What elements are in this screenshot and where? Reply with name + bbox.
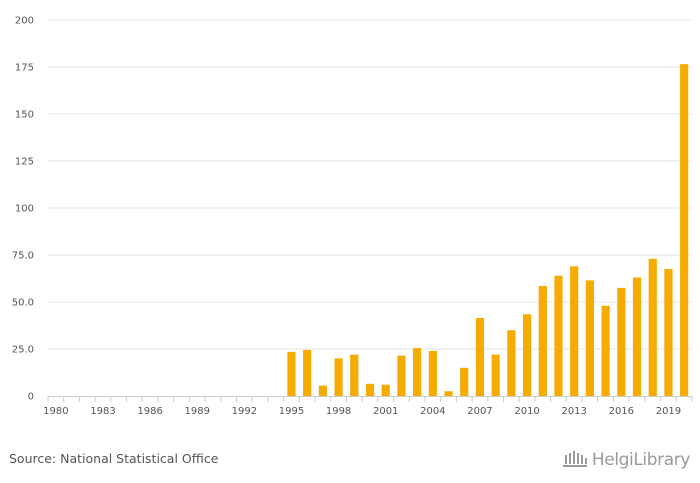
helgilibrary-logo: HelgiLibrary: [562, 448, 690, 472]
bar-2004[interactable]: [428, 350, 437, 396]
bar-2010[interactable]: [522, 314, 532, 396]
x-tick-label: 2001: [373, 406, 398, 417]
bar-2008[interactable]: [491, 354, 500, 396]
x-tick-label: 2007: [467, 406, 492, 417]
x-tick-label: 1989: [184, 406, 209, 417]
bar-1996[interactable]: [303, 349, 312, 396]
bar-2011[interactable]: [538, 286, 547, 396]
bar-2007[interactable]: [475, 317, 485, 396]
bar-2014[interactable]: [585, 280, 594, 396]
bars: [287, 64, 689, 397]
x-tick-label: 2004: [420, 406, 445, 417]
x-tick-label: 1998: [326, 406, 351, 417]
y-tick-label: 200: [15, 16, 34, 27]
bar-2001[interactable]: [381, 384, 390, 396]
x-tick-label: 2013: [561, 406, 586, 417]
bar-2019[interactable]: [664, 269, 673, 396]
y-tick-label: 50.0: [12, 298, 34, 309]
y-tick-label: 25.0: [12, 345, 34, 356]
bar-2000[interactable]: [365, 383, 375, 396]
y-tick-label: 150: [15, 110, 34, 121]
bar-1995[interactable]: [287, 351, 296, 396]
y-tick-label: 0: [28, 392, 34, 403]
bar-2020[interactable]: [680, 64, 689, 397]
y-tick-label: 125: [15, 157, 34, 168]
bar-2013[interactable]: [570, 266, 579, 396]
bar-2017[interactable]: [632, 277, 642, 396]
x-tick-label: 2019: [656, 406, 681, 417]
x-tick-label: 2010: [514, 406, 539, 417]
bar-2018[interactable]: [648, 258, 657, 396]
y-axis: 0 25.0 50.0 75.0 100 125 150 175 200: [12, 16, 34, 403]
bar-2009[interactable]: [507, 330, 516, 396]
library-building-icon: [562, 448, 588, 472]
bar-1998[interactable]: [334, 358, 343, 396]
x-tick-label: 1983: [90, 406, 115, 417]
x-tick-label: 2016: [609, 406, 634, 417]
gridlines: [48, 19, 692, 350]
bar-2002[interactable]: [397, 355, 406, 396]
bar-2003[interactable]: [413, 348, 422, 396]
bar-2016[interactable]: [617, 287, 626, 396]
bar-2015[interactable]: [601, 305, 610, 396]
x-tick-label: 1986: [137, 406, 162, 417]
bar-1997[interactable]: [318, 385, 327, 396]
y-tick-label: 100: [15, 204, 34, 215]
bar-2012[interactable]: [554, 275, 563, 396]
bar-1999[interactable]: [350, 354, 359, 396]
x-axis: 1980 1983 1986 1989 1992 1995 1998 2001 2004 2007…: [43, 396, 693, 417]
source-note: Source: National Statistical Office: [9, 451, 219, 466]
logo-text: HelgiLibrary: [591, 450, 691, 470]
bar-2006[interactable]: [460, 367, 469, 396]
x-tick-label: 1992: [232, 406, 257, 417]
y-tick-label: 75.0: [12, 251, 34, 262]
bar-2005[interactable]: [444, 391, 453, 396]
y-tick-label: 175: [15, 63, 34, 74]
x-tick-label: 1980: [43, 406, 68, 417]
x-tick-label: 1995: [279, 406, 304, 417]
